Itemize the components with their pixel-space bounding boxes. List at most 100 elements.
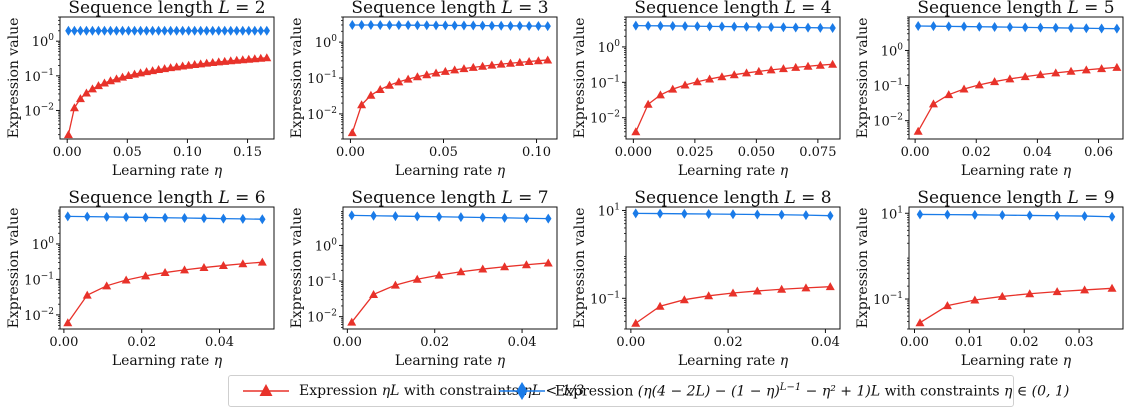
red-data-point: [459, 64, 469, 73]
red-data-point: [75, 94, 85, 103]
blue-data-point: [804, 22, 812, 33]
y-axis-label: Expression value: [6, 208, 22, 329]
x-tick-label: 0.10: [173, 145, 202, 160]
blue-data-point: [167, 25, 174, 36]
red-data-point: [815, 60, 825, 69]
y-tick-label: 10−1: [307, 70, 337, 87]
blue-data-point: [632, 20, 640, 31]
y-tick-label: 100: [32, 33, 55, 50]
plot-frame: [908, 206, 1124, 330]
red-data-point: [450, 65, 460, 74]
blue-data-point: [245, 25, 252, 36]
red-data-point: [141, 271, 151, 280]
red-data-point: [1052, 287, 1062, 296]
blue-data-point: [1081, 211, 1088, 222]
legend: Expression ηL with constraints ηL < 1/3 …: [228, 375, 1069, 407]
red-data-point: [202, 58, 212, 67]
red-data-point: [500, 262, 510, 271]
blue-data-point: [181, 213, 188, 224]
subplot-title: Sequence length L = 3: [351, 0, 548, 18]
blue-data-point: [944, 209, 951, 220]
blue-data-point: [203, 25, 210, 36]
figure-canvas: Sequence length L = 2 0.00 0.05 0.10 0.15 10−…: [6, 0, 1124, 369]
blue-data-point: [442, 20, 449, 31]
blue-data-point: [101, 25, 108, 36]
red-data-point: [655, 90, 665, 99]
y-tick-label: 100: [315, 237, 338, 254]
red-data-point: [257, 257, 267, 266]
y-tick-label: 10−2: [590, 110, 620, 127]
red-data-point: [543, 258, 553, 267]
subplot-title: Sequence length L = 6: [68, 188, 265, 208]
y-axis-label: Expression value: [572, 208, 588, 329]
red-data-point: [403, 74, 413, 83]
y-tick-label: 10−2: [307, 309, 337, 326]
red-data-point: [704, 291, 714, 300]
blue-data-point: [1006, 22, 1014, 33]
blue-data-point: [155, 25, 162, 36]
red-data-point: [729, 70, 739, 79]
red-data-point: [959, 84, 969, 93]
x-tick-label: 0.05: [429, 145, 458, 160]
x-tick-label: 0.04: [1023, 145, 1052, 160]
y-tick-label: 10−2: [307, 106, 337, 123]
red-data-point: [180, 265, 190, 274]
x-tick-label: 0.00: [336, 145, 365, 160]
red-data-point: [944, 90, 954, 99]
blue-data-point: [976, 21, 983, 32]
x-tick-label: 0.02: [962, 145, 991, 160]
blue-data-point: [142, 212, 149, 223]
red-data-point: [434, 270, 444, 279]
blue-data-point: [792, 22, 799, 33]
red-data-point: [220, 56, 230, 65]
blue-data-point: [125, 25, 132, 36]
red-data-point: [214, 57, 224, 66]
subplot-title: Sequence length L = 5: [917, 0, 1114, 18]
red-data-point: [1107, 283, 1117, 292]
x-tick-label: 0.00: [901, 145, 930, 160]
blue-data-point: [348, 210, 355, 221]
blue-data-point: [432, 20, 440, 31]
red-data-point: [366, 90, 376, 99]
blue-data-point: [669, 20, 676, 31]
blue-data-point: [1108, 211, 1116, 222]
blue-data-point: [263, 25, 270, 36]
red-data-point: [431, 68, 441, 77]
y-tick-label: 100: [881, 42, 904, 59]
blue-data-point: [395, 20, 403, 31]
x-axis-label: Learning rate η: [961, 353, 1072, 369]
red-series-line: [351, 59, 548, 133]
blue-data-point: [113, 25, 120, 36]
y-tick-label: 10−2: [24, 102, 54, 119]
subplot-title: Sequence length L = 7: [351, 188, 548, 208]
blue-data-point: [107, 25, 114, 36]
blue-data-point: [161, 212, 169, 223]
blue-data-point: [544, 21, 551, 32]
blue-data-point: [137, 25, 144, 36]
y-axis-label: Expression value: [855, 18, 871, 139]
red-series-line: [351, 262, 549, 323]
blue-data-point: [143, 25, 150, 36]
y-axis-label: Expression value: [6, 18, 22, 139]
blue-data-point: [65, 25, 72, 36]
red-data-point: [385, 80, 395, 89]
blue-data-point: [829, 23, 836, 34]
x-axis-label: Learning rate η: [112, 163, 223, 179]
blue-data-point: [945, 21, 952, 32]
plot-frame: [625, 16, 841, 140]
blue-data-point: [479, 20, 486, 31]
y-tick-label: 101: [598, 202, 620, 219]
blue-data-point: [1037, 22, 1044, 33]
blue-data-point: [197, 25, 204, 36]
x-tick-label: 0.00: [900, 335, 929, 350]
blue-series-line: [919, 213, 1113, 218]
subplot-title: Sequence length L = 2: [68, 0, 265, 18]
red-data-point: [680, 80, 690, 89]
red-data-point: [99, 78, 109, 87]
plot-frame: [59, 16, 275, 140]
blue-data-point: [185, 25, 192, 36]
blue-data-point: [358, 20, 365, 31]
blue-data-point: [523, 213, 530, 224]
red-data-point: [990, 77, 1000, 86]
plot-frame: [625, 206, 841, 330]
